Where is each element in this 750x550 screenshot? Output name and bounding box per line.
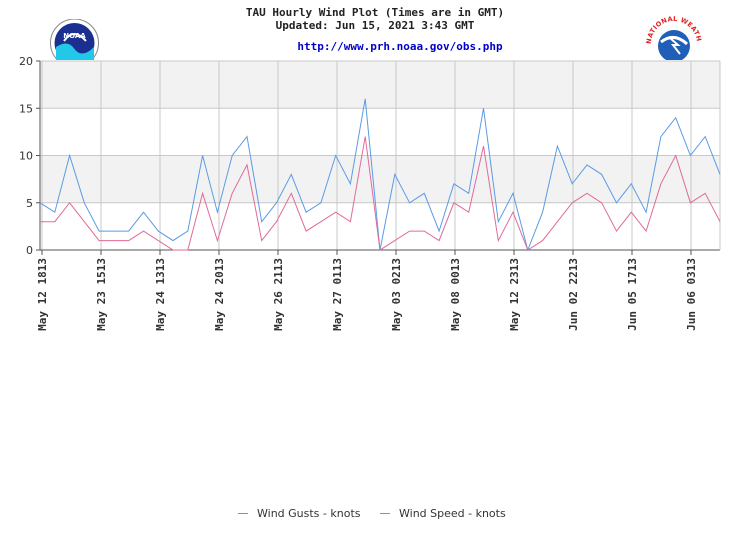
band-1: [40, 155, 720, 203]
updated-timestamp: Updated: Jun 15, 2021 3:43 GMT: [275, 19, 475, 32]
y-tick-label: 10: [19, 150, 33, 163]
speed-line: [40, 136, 721, 251]
chart-header: TAU Hourly Wind Plot (Times are in GMT) …: [0, 0, 750, 60]
noaa-logo: NOAA: [48, 19, 101, 60]
legend-label-speed: Wind Speed - knots: [399, 507, 506, 520]
obs-url-link[interactable]: http://www.prh.noaa.gov/obs.php: [297, 40, 503, 53]
nws-logo: NATIONAL WEATHER SERVICE: [645, 14, 703, 60]
x-tick-label: May 03 0213: [390, 258, 403, 331]
legend-swatch-speed: [380, 513, 390, 514]
y-tick-label: 15: [19, 102, 33, 115]
chart-title: TAU Hourly Wind Plot (Times are in GMT): [245, 6, 505, 19]
x-tick-label: May 12 1813: [36, 258, 49, 331]
y-tick-label: 5: [26, 197, 33, 210]
band-0: [40, 61, 720, 109]
x-tick-label: May 24 2013: [213, 258, 226, 331]
legend-swatch-gusts: [238, 513, 248, 514]
x-tick-label: May 27 0113: [331, 258, 344, 331]
x-tick-label: May 08 0013: [449, 258, 462, 331]
y-tick-label: 20: [19, 55, 33, 68]
x-tick-label: May 26 2113: [272, 258, 285, 331]
svg-text:NOAA: NOAA: [63, 32, 86, 40]
wind-chart: 0 5 10 15 20 May 12 1813 May 23 1513 May 24 13…: [19, 55, 721, 331]
x-tick-label: May 24 1313: [154, 258, 167, 331]
y-tick-label: 0: [26, 244, 33, 257]
legend-item-speed: Wind Speed - knots: [380, 507, 506, 520]
chart-legend: Wind Gusts - knots Wind Speed - knots: [0, 505, 750, 523]
legend-label-gusts: Wind Gusts - knots: [257, 507, 361, 520]
x-tick-label: May 12 2313: [508, 258, 521, 331]
legend-item-gusts: Wind Gusts - knots: [238, 507, 361, 520]
x-tick-label: Jun 06 0313: [685, 258, 698, 331]
x-tick-label: Jun 02 2213: [567, 258, 580, 331]
x-tick-label: May 23 1513: [95, 258, 108, 331]
x-tick-label: Jun 05 1713: [626, 258, 639, 331]
